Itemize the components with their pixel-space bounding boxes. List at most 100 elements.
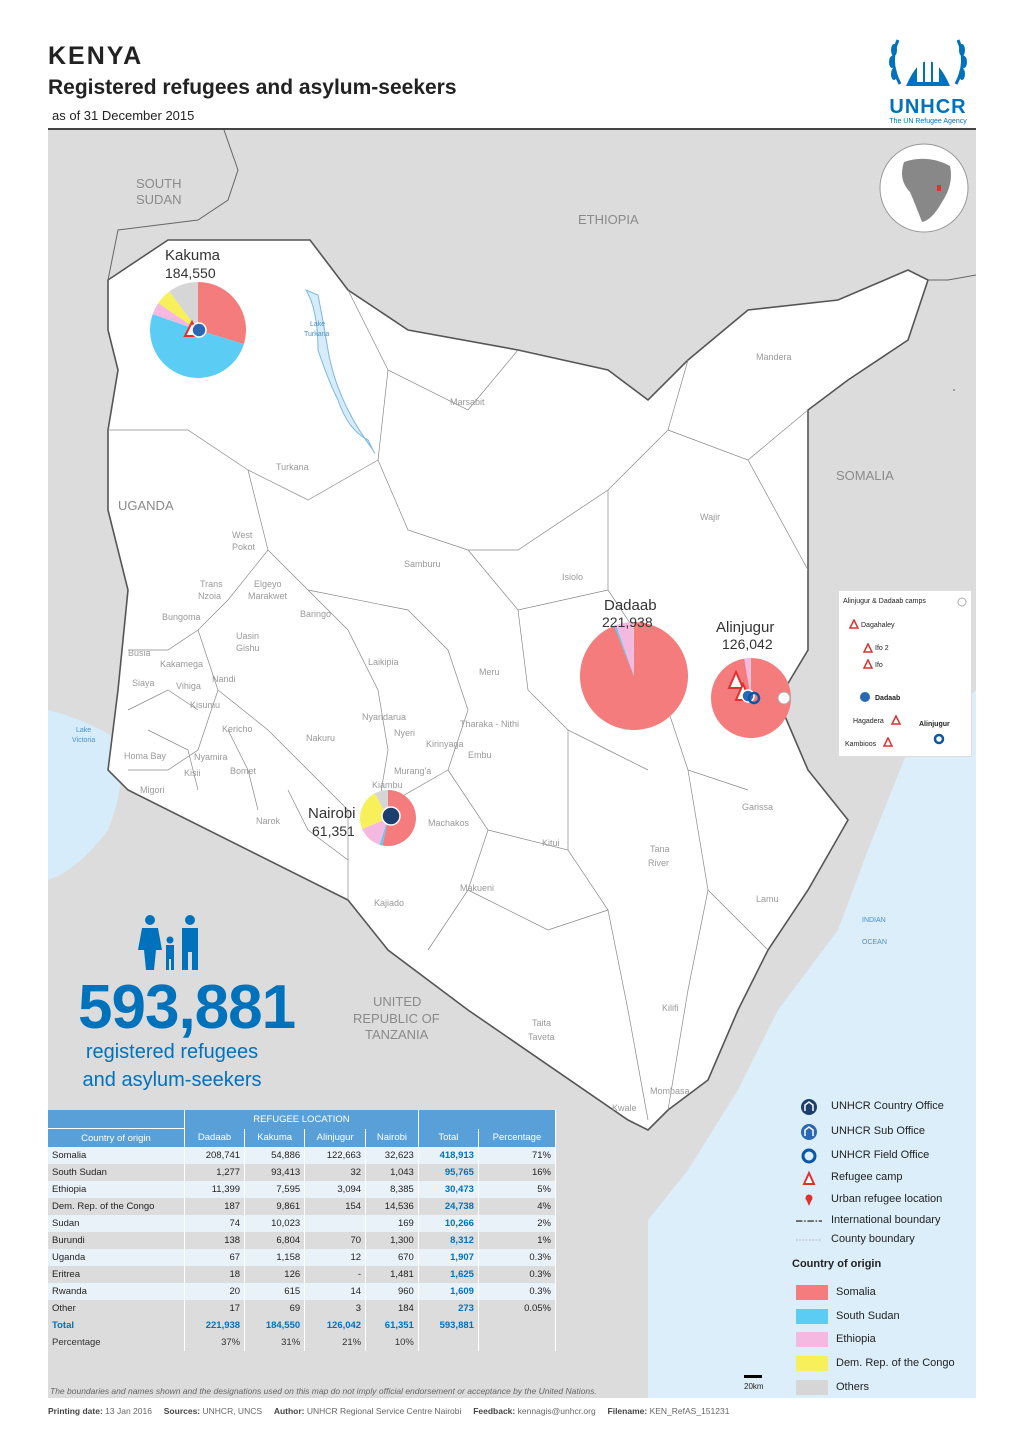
table-cell: 208,741 xyxy=(184,1147,246,1164)
county-label: Vihiga xyxy=(176,681,201,691)
table-cell: 67 xyxy=(184,1249,246,1266)
table-cell: 37% xyxy=(184,1334,246,1351)
inset-zoom-icon[interactable] xyxy=(957,597,967,607)
page-subtitle: Registered refugees and asylum-seekers xyxy=(48,76,457,99)
inset-zoom-icon[interactable] xyxy=(777,691,791,705)
county-label: Kirinyaga xyxy=(426,739,464,749)
inset-label-dagahaley: Dagahaley xyxy=(861,622,895,629)
table-cell: South Sudan xyxy=(48,1164,185,1181)
table-cell: Dem. Rep. of the Congo xyxy=(48,1198,185,1215)
table-cell: 32,623 xyxy=(365,1147,419,1164)
map-marker-dot xyxy=(953,389,955,391)
county-label: Tana xyxy=(650,844,670,854)
legend-urban-location: Urban refugee location xyxy=(796,1190,986,1210)
lake-turkana xyxy=(304,288,376,454)
table-row: Total 221,938 184,550 126,042 61,351 593,881 xyxy=(48,1317,557,1334)
pie-kakuma xyxy=(149,282,246,379)
county-label: Wajir xyxy=(700,512,720,522)
county-label: Siaya xyxy=(132,678,155,688)
table-cell: 2% xyxy=(478,1215,557,1232)
table-cell: 21% xyxy=(304,1334,367,1351)
refugee-data-table: REFUGEE LOCATION Country of origin Dadaa… xyxy=(48,1110,557,1351)
table-cell: - xyxy=(304,1266,367,1283)
county-label: Nyandarua xyxy=(362,712,406,722)
table-cell: 960 xyxy=(365,1283,419,1300)
county-label: Garissa xyxy=(742,802,773,812)
unhcr-emblem-icon xyxy=(889,39,967,86)
county-label: Samburu xyxy=(404,559,441,569)
table-cell: 169 xyxy=(365,1215,419,1232)
table-body: Somalia 208,741 54,886 122,663 32,623 418,913… xyxy=(48,1147,557,1351)
table-cell: 17 xyxy=(184,1300,246,1317)
table-cell: Eritrea xyxy=(48,1266,185,1283)
unhcr-sub-office-icon xyxy=(741,689,755,703)
table-cell: 54,886 xyxy=(244,1147,306,1164)
country-label-tanzania-2: REPUBLIC OF xyxy=(353,1011,440,1026)
table-row: South Sudan 1,277 93,413 32 1,043 95,765 16% xyxy=(48,1164,557,1181)
table-cell: Other xyxy=(48,1300,185,1317)
county-label: Pokot xyxy=(232,542,256,552)
legend-origin-somalia: Somalia xyxy=(796,1283,986,1303)
county-label: Kitui xyxy=(542,838,560,848)
county-label: Kisumu xyxy=(190,700,220,710)
table-row: Sudan 74 10,023 169 10,266 2% xyxy=(48,1215,557,1232)
county-label: Laikipia xyxy=(368,657,399,667)
inset-alinjugur-dadaab: Alinjugur & Dadaab camps Dagahaley Ifo 2… xyxy=(838,590,972,757)
table-cell: 1,300 xyxy=(365,1232,419,1249)
inset-label-ifo: Ifo xyxy=(875,662,883,669)
inset-title: Alinjugur & Dadaab camps xyxy=(843,598,926,605)
table-cell: 1,609 xyxy=(418,1283,479,1300)
origin-swatch xyxy=(796,1332,828,1347)
footer: Printing date: 13 Jan 2016 Sources: UNHC… xyxy=(48,1406,729,1416)
inset-label-hagadera: Hagadera xyxy=(853,718,884,725)
origin-swatch xyxy=(796,1309,828,1324)
county-label: Turkana xyxy=(276,462,309,472)
table-header-spacer xyxy=(418,1110,557,1129)
headline-caption-line2: and asylum-seekers xyxy=(82,1069,262,1091)
water-label-lake-2: Lake xyxy=(76,727,91,734)
table-cell: Total xyxy=(48,1317,185,1334)
pie-kakuma-slice xyxy=(152,303,198,330)
county-label: Kajiado xyxy=(374,898,404,908)
pie-kakuma-slice xyxy=(198,282,246,345)
camp-label-kakuma: Kakuma xyxy=(165,247,221,264)
camp-label-dadaab: Dadaab xyxy=(604,597,657,614)
unhcr-logo: UNHCR The UN Refugee Agency xyxy=(880,32,976,128)
county-label: Tharaka - Nithi xyxy=(460,719,519,729)
table-column-header: Kakuma xyxy=(244,1128,306,1147)
table-cell: 0.3% xyxy=(478,1266,557,1283)
county-label: River xyxy=(648,858,669,868)
legend-label: County boundary xyxy=(831,1233,915,1245)
scale-bar xyxy=(744,1375,762,1378)
table-row: Other 17 69 3 184 273 0.05% xyxy=(48,1300,557,1317)
pie-alinjugur-slice xyxy=(750,658,751,698)
county-label: Gishu xyxy=(236,643,260,653)
table-cell: 71% xyxy=(478,1147,557,1164)
footer-feedback-value: kennagis@unhcr.org xyxy=(517,1406,596,1416)
county-label: Nandi xyxy=(212,674,236,684)
legend-sub-office: UNHCR Sub Office xyxy=(796,1122,986,1142)
table-group-header: REFUGEE LOCATION xyxy=(184,1110,419,1129)
table-cell: 61,351 xyxy=(365,1317,419,1334)
footer-filename-label: Filename: xyxy=(607,1406,648,1416)
table-row: Percentage 37% 31% 21% 10% xyxy=(48,1334,557,1351)
legend-origin-heading: Country of origin xyxy=(792,1258,882,1270)
as-of-date: as of 31 December 2015 xyxy=(52,108,195,123)
county-label: Machakos xyxy=(428,818,470,828)
footer-printing-label: Printing date: xyxy=(48,1406,103,1416)
table-cell: 3,094 xyxy=(304,1181,367,1198)
table-cell: 1,277 xyxy=(184,1164,246,1181)
international-boundary-east xyxy=(928,274,976,281)
county-label: Lamu xyxy=(756,894,779,904)
locator-globe xyxy=(879,143,969,233)
refugee-camp-icon xyxy=(727,669,745,689)
table-cell: 6,804 xyxy=(244,1232,306,1249)
county-label: Embu xyxy=(468,750,492,760)
county-label: Makueni xyxy=(460,883,494,893)
legend-label: Ethiopia xyxy=(836,1333,876,1345)
water-label-turkana: Turkana xyxy=(304,331,330,338)
table-cell: 126 xyxy=(244,1266,306,1283)
table-cell: 615 xyxy=(244,1283,306,1300)
legend-label: Others xyxy=(836,1381,870,1393)
table-cell: 1% xyxy=(478,1232,557,1249)
